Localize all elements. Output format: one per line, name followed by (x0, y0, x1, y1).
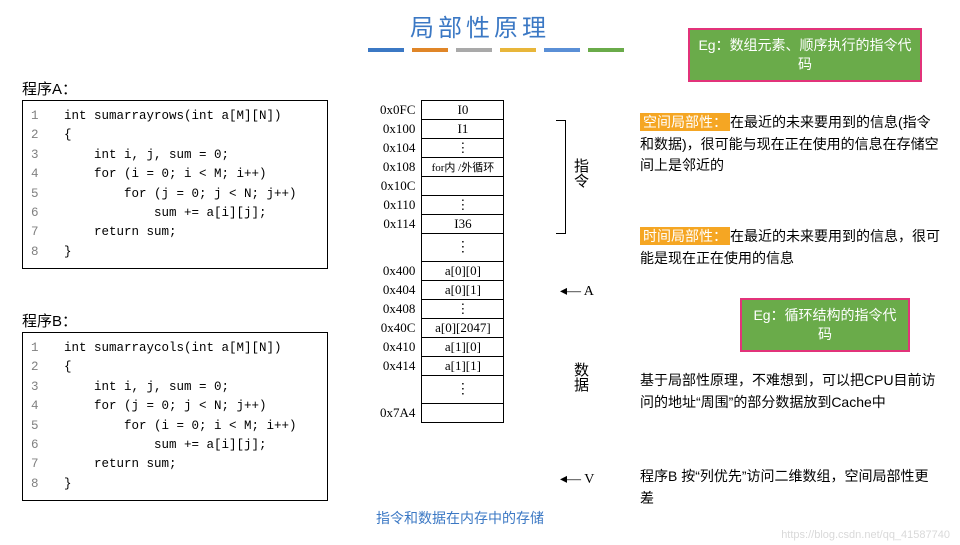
seg-2 (412, 48, 448, 52)
title-text: 局部性原理 (410, 15, 550, 42)
callout-temporal-example: Eg：循环结构的指令代码 (740, 298, 910, 352)
seg-4 (500, 48, 536, 52)
temporal-locality-para: 时间局部性：在最近的未来要用到的信息，很可能是现在正在使用的信息 (640, 226, 940, 269)
seg-3 (456, 48, 492, 52)
title-underline (368, 48, 624, 52)
a-label: A (584, 284, 594, 299)
program-a-label: 程序A： (22, 78, 77, 99)
program-b-label: 程序B： (22, 310, 77, 331)
program-a-code: 1 int sumarrayrows(int a[M][N]) 2 { 3 in… (22, 100, 328, 269)
callout1-text: 数组元素、顺序执行的指令代码 (730, 37, 912, 72)
memory-caption: 指令和数据在内存中的存储 (376, 508, 544, 528)
arrow-a: ◂— A (560, 283, 594, 300)
callout2-prefix: Eg： (753, 307, 784, 323)
callout-spatial-example: Eg：数组元素、顺序执行的指令代码 (688, 28, 922, 82)
instr-label: 指令 (570, 158, 591, 188)
callout2-text: 循环结构的指令代码 (785, 307, 897, 342)
program-b-note: 程序B 按“列优先”访问二维数组，空间局部性更差 (640, 466, 940, 509)
seg-5 (544, 48, 580, 52)
seg-6 (588, 48, 624, 52)
instr-bracket (556, 120, 566, 234)
data-label: 数据 (570, 362, 591, 392)
cache-para: 基于局部性原理，不难想到，可以把CPU目前访问的地址“周围”的部分数据放到Cac… (640, 370, 940, 413)
arrow-v: ◂— V (560, 471, 594, 488)
seg-1 (368, 48, 404, 52)
program-b-code: 1 int sumarraycols(int a[M][N]) 2 { 3 in… (22, 332, 328, 501)
memory-table: 0x0FCI00x100I10x104⋮0x108for内 /外循环0x10C0… (380, 100, 504, 423)
callout1-prefix: Eg： (698, 37, 729, 53)
watermark: https://blog.csdn.net/qq_41587740 (781, 529, 950, 541)
temporal-tag: 时间局部性： (640, 227, 730, 245)
spatial-tag: 空间局部性： (640, 113, 730, 131)
spatial-locality-para: 空间局部性：在最近的未来要用到的信息(指令和数据)，很可能与现在正在使用的信息在… (640, 112, 940, 177)
v-label: V (584, 472, 594, 487)
